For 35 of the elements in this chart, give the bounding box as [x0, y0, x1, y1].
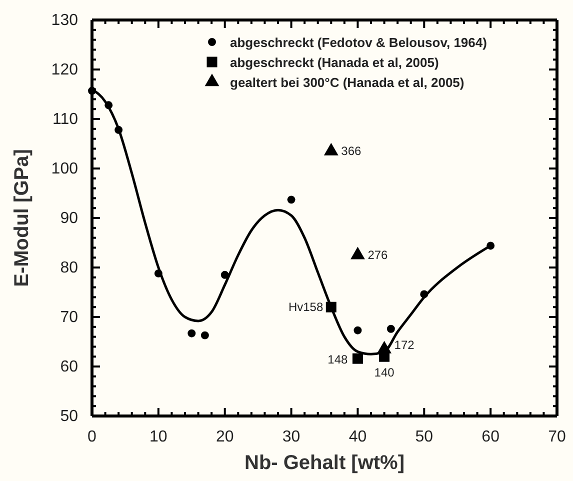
- y-tick-label: 120: [51, 62, 78, 79]
- point: [200, 331, 209, 340]
- y-tick-label: 80: [60, 260, 78, 277]
- annotation: 276: [368, 248, 388, 262]
- x-tick-label: 0: [88, 428, 97, 446]
- y-tick-label: 70: [60, 309, 78, 326]
- x-tick-label: 40: [348, 428, 367, 446]
- y-tick-label: 110: [52, 111, 78, 128]
- y-tick-label: 60: [60, 358, 78, 376]
- point: [352, 353, 363, 364]
- annotation: 148: [328, 352, 348, 367]
- legend-label: abgeschreckt (Fedotov & Belousov, 1964): [230, 35, 487, 50]
- point: [287, 196, 296, 204]
- annotation: 140: [374, 366, 395, 380]
- y-axis-title: E-Modul [GPa]: [11, 149, 33, 287]
- point: [188, 329, 196, 338]
- y-tick-label: 90: [60, 210, 78, 228]
- y-tick-label: 100: [51, 160, 78, 178]
- annotation: Hv158: [288, 300, 324, 314]
- point: [354, 326, 362, 334]
- x-tick-label: 50: [415, 428, 434, 446]
- point: [386, 324, 395, 333]
- x-tick-label: 60: [482, 428, 500, 446]
- y-tick-label: 50: [60, 408, 78, 426]
- point: [220, 270, 229, 279]
- y-tick-label: 130: [51, 12, 78, 30]
- x-axis-title: Nb- Gehalt [wt%]: [244, 452, 404, 474]
- annotation: 366: [341, 144, 362, 158]
- annotation: 172: [394, 338, 415, 352]
- legend-label: gealtert bei 300°C (Hanada et al, 2005): [230, 75, 464, 90]
- x-tick-label: 70: [548, 428, 566, 446]
- x-tick-label: 20: [216, 428, 234, 446]
- legend-label: abgeschreckt (Hanada et al, 2005): [230, 55, 439, 70]
- x-tick-label: 10: [150, 428, 168, 446]
- x-tick-label: 30: [282, 428, 300, 446]
